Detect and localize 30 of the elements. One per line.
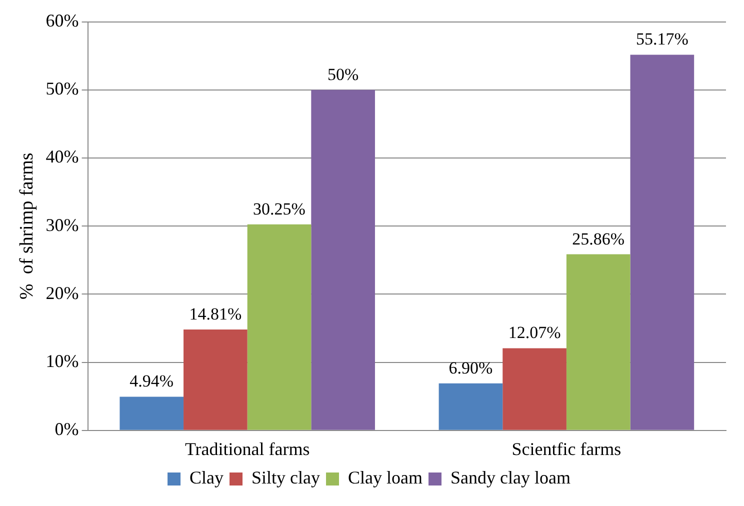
bar — [311, 90, 375, 430]
data-label: 55.17% — [636, 30, 688, 49]
legend-label: Clay — [190, 468, 224, 488]
data-label: 6.90% — [448, 358, 493, 378]
legend-label: Sandy clay loam — [450, 468, 570, 488]
y-tick-label: 40% — [46, 146, 79, 167]
x-tick-label: Traditional farms — [184, 438, 310, 459]
data-label: 30.25% — [253, 199, 306, 218]
y-axis-title: % of shrimp farms — [16, 152, 38, 300]
y-tick-label: 0% — [54, 419, 79, 440]
bar — [184, 330, 248, 430]
x-tick-label: Scientfic farms — [512, 438, 622, 459]
data-label: 25.86% — [572, 229, 625, 248]
y-tick-label: 30% — [46, 214, 79, 235]
bar — [502, 348, 566, 430]
legend-label: Clay loam — [348, 468, 423, 488]
bar — [438, 383, 503, 430]
data-label: 50% — [327, 64, 359, 84]
data-label: 14.81% — [189, 304, 242, 324]
data-label: 12.07% — [508, 323, 561, 342]
bar — [566, 254, 630, 430]
bar — [120, 396, 184, 430]
bar — [247, 224, 312, 430]
y-tick-label: 50% — [46, 78, 79, 99]
y-tick-label: 20% — [46, 282, 79, 303]
y-tick-label: 10% — [46, 351, 79, 372]
y-tick-label: 60% — [46, 10, 79, 31]
bar — [630, 54, 694, 430]
data-label: 4.94% — [130, 372, 174, 391]
legend-label: Silty clay — [252, 468, 320, 488]
